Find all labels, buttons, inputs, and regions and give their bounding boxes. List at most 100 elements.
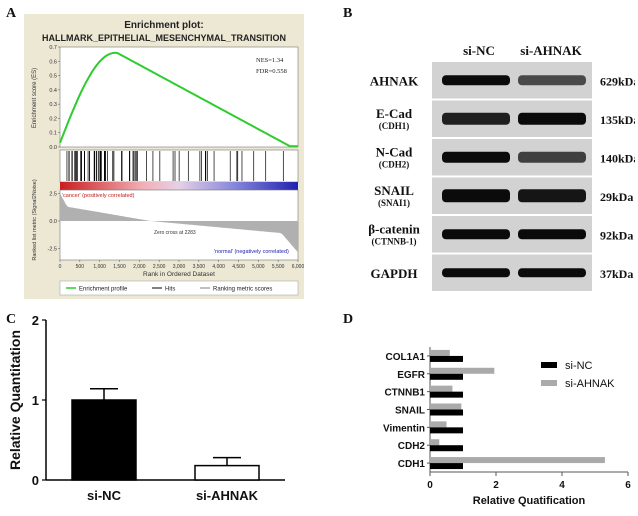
gsea-x-tick-label: 2,500 — [153, 264, 166, 270]
gsea-x-tick-label: 5,000 — [252, 264, 265, 270]
band-si-nc — [442, 189, 510, 203]
d-bar-si-nc — [430, 355, 463, 362]
d-bar-si-ahnak — [430, 403, 462, 410]
band-si-nc — [442, 229, 510, 240]
western-blot: si-NC si-AHNAK AHNAK 629kDa E-Cad(CDH1) 135… — [368, 43, 635, 291]
legend-metric-label: Ranking metric scores — [213, 287, 272, 293]
normal-label: 'normal' (negatively correlated) — [214, 249, 289, 255]
band-si-ahnak — [518, 112, 586, 125]
rank-ticks: 2.5 0.0 -2.5 — [48, 192, 60, 253]
gsea-enrichment-plot: Enrichment plot: HALLMARK_EPITHELIAL_MES… — [24, 14, 304, 299]
blot-row-5: GAPDH 37kDa — [371, 254, 633, 291]
c-category-label: si-AHNAK — [196, 488, 259, 503]
group-label-si-ahnak: si-AHNAK — [520, 43, 582, 58]
rank-axis-label: Ranked list metric (Signal2Noise) — [32, 179, 38, 260]
d-bar-si-nc — [430, 445, 463, 452]
rank-tick-label: 0.0 — [49, 219, 57, 225]
nes-label: NES=1.34 — [256, 57, 284, 64]
d-legend-label: si-NC — [565, 360, 593, 372]
gsea-x-tick-label: 4,000 — [212, 264, 225, 270]
d-x-axis-label: Relative Quatification — [473, 495, 586, 507]
gsea-x-tick-label: 1,000 — [93, 264, 106, 270]
cancer-label: 'cancer' (positively correlated) — [62, 193, 135, 199]
protein-alias: (CDH1) — [379, 121, 410, 131]
es-tick-label: 0.6 — [49, 59, 57, 65]
d-bar-si-ahnak — [430, 349, 450, 356]
blot-row-0: AHNAK 629kDa — [370, 62, 635, 99]
gsea-x-tick-label: 3,000 — [173, 264, 186, 270]
blot-row-1: E-Cad(CDH1) 135kDa — [376, 100, 635, 137]
d-x-tick-label: 6 — [625, 480, 631, 491]
ranking-metric-area — [60, 193, 298, 253]
es-tick-label: 0.1 — [49, 131, 57, 137]
legend-profile-label: Enrichment profile — [79, 287, 128, 293]
panel-letter-c: C — [6, 312, 17, 327]
d-x-tick-label: 0 — [427, 480, 433, 491]
d-category-label: Vimentin — [383, 423, 425, 434]
blot-row-3: SNAIL(SNAI1) 29kDa — [374, 177, 633, 214]
band-si-ahnak — [518, 189, 586, 203]
d-bar-si-nc — [430, 463, 463, 470]
band-si-ahnak — [518, 229, 586, 240]
protein-alias: (CTNNB-1) — [372, 236, 417, 246]
gsea-x-ticks: 0 500 1,000 1,500 2,000 2,500 3,000 3,500 4,000 4… — [59, 260, 304, 270]
gsea-x-tick-label: 500 — [76, 264, 85, 270]
gsea-x-tick-label: 6,000 — [292, 264, 304, 270]
d-category-label: CDH2 — [398, 441, 426, 452]
d-bar-si-ahnak — [430, 385, 453, 392]
protein-name: GAPDH — [371, 266, 418, 281]
band-si-nc — [442, 268, 510, 278]
es-tick-label: 0.3 — [49, 102, 57, 108]
rank-tick-label: 2.5 — [49, 192, 57, 198]
protein-name: SNAIL — [374, 183, 414, 198]
d-category-label: CTNNB1 — [384, 388, 425, 399]
gsea-x-tick-label: 0 — [59, 264, 62, 270]
c-bar-si-ahnak — [194, 464, 260, 481]
c-y-tick-label: 2 — [32, 313, 39, 328]
molecular-weight: 629kDa — [600, 74, 635, 88]
hits-marks — [66, 151, 284, 181]
d-category-label: SNAIL — [395, 406, 425, 417]
es-tick-label: 0.2 — [49, 116, 57, 122]
blot-row-2: N-Cad(CDH2) 140kDa — [376, 139, 635, 176]
protein-alias: (SNAI1) — [378, 198, 410, 208]
band-si-nc — [442, 151, 510, 163]
d-chart-group: 0 2 4 6 Relative Quatification COL1A1 EGFR CTNN… — [383, 347, 631, 507]
gsea-x-tick-label: 1,500 — [113, 264, 126, 270]
d-bar-si-ahnak — [430, 439, 440, 446]
d-bar-si-ahnak — [430, 421, 447, 428]
d-bar-si-nc — [430, 391, 463, 398]
group-label-si-nc: si-NC — [463, 43, 495, 58]
enrichment-profile-line — [59, 51, 298, 148]
blot-rows: AHNAK 629kDa E-Cad(CDH1) 135kDa N-Cad(CDH2) 1… — [368, 62, 635, 291]
gsea-legend — [59, 280, 299, 296]
d-bar-si-ahnak — [430, 367, 495, 374]
gsea-x-label: Rank in Ordered Dataset — [143, 271, 215, 278]
c-y-axis-label: Relative Quantitation — [7, 330, 23, 470]
rank-gradient-bar — [60, 182, 298, 190]
band-si-ahnak — [518, 75, 586, 86]
es-ticks: 0.7 0.6 0.5 0.4 0.3 0.2 0.1 0.0 — [49, 45, 60, 151]
molecular-weight: 29kDa — [600, 190, 633, 204]
d-bar-si-nc — [430, 427, 463, 434]
protein-name: N-Cad — [376, 144, 414, 159]
relative-quatification-chart: 0 2 4 6 Relative Quatification COL1A1 EGFR CTNN… — [383, 347, 631, 507]
d-bar-si-nc — [430, 409, 463, 416]
d-category-label: EGFR — [397, 370, 426, 381]
protein-name: E-Cad — [376, 106, 413, 121]
blot-row-4: β-catenin(CTNNB-1) 92kDa — [368, 216, 633, 253]
d-legend-label: si-AHNAK — [565, 378, 615, 390]
d-bar-si-ahnak — [430, 457, 605, 464]
d-x-tick-label: 2 — [493, 480, 499, 491]
gsea-x-tick-label: 5,500 — [272, 264, 285, 270]
c-category-label: si-NC — [87, 488, 122, 503]
band-si-nc — [442, 112, 510, 125]
rank-tick-label: -2.5 — [48, 247, 57, 253]
c-bar-si-nc — [71, 399, 137, 481]
panel-letter-d: D — [343, 312, 354, 327]
molecular-weight: 135kDa — [600, 113, 635, 127]
band-si-ahnak — [518, 268, 586, 278]
legend-hits-label: Hits — [165, 287, 175, 293]
band-si-nc — [442, 75, 510, 86]
d-legend-swatch — [541, 380, 557, 386]
